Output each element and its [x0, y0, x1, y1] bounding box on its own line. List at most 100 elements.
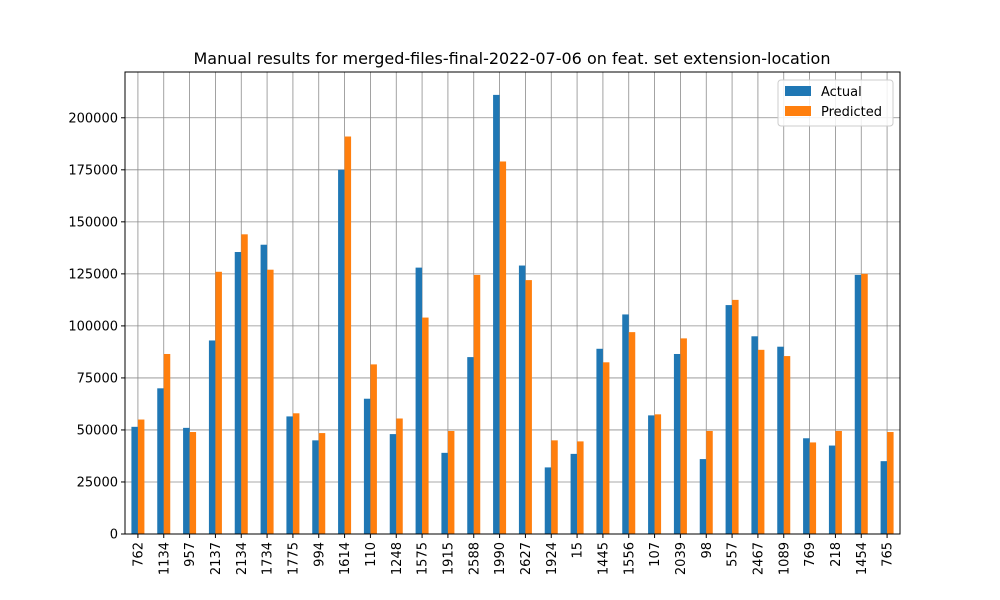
bar-predicted-110: [370, 364, 377, 534]
bar-predicted-769: [809, 442, 817, 534]
bar-predicted-762: [137, 419, 145, 534]
x-axis: 762 1134 957 2137 2134 1734 1775 994 1614 110 1248…: [131, 534, 896, 575]
chart-title: Manual results for merged-files-final-20…: [194, 49, 831, 68]
x-tick-label: 2137: [209, 542, 224, 575]
x-tick-label: 1924: [545, 542, 560, 575]
bar-predicted-107: [654, 414, 662, 534]
legend-swatch-actual: [785, 86, 811, 96]
x-tick-label: 1614: [338, 542, 353, 575]
y-tick-label: 125000: [68, 267, 118, 282]
bar-actual-2134: [234, 252, 242, 534]
y-tick-label: 175000: [68, 163, 118, 178]
bar-actual-769: [803, 438, 810, 534]
bar-predicted-1775: [292, 413, 300, 534]
y-tick-label: 25000: [77, 475, 118, 490]
bar-actual-1775: [286, 416, 293, 534]
bar-actual-1248: [389, 434, 397, 534]
bar-predicted-1990: [499, 161, 507, 534]
bar-predicted-1575: [422, 317, 429, 534]
x-tick-label: 2134: [235, 542, 250, 575]
y-axis: 0 25000 50000 75000 100000 125000 150000 175000…: [68, 111, 125, 543]
x-tick-label: 1248: [390, 542, 405, 575]
bar-predicted-1089: [783, 356, 791, 534]
bar-actual-2137: [208, 340, 216, 534]
bar-actual-1575: [415, 267, 423, 534]
plot-frame: [124, 71, 901, 535]
x-tick-label: 107: [648, 542, 663, 567]
bar-actual-1734: [260, 244, 268, 534]
bar-actual-110: [363, 398, 371, 534]
x-tick-label: 1134: [157, 542, 172, 575]
y-tick-label: 150000: [68, 215, 118, 230]
legend-label-actual: Actual: [821, 85, 862, 100]
x-tick-label: 765: [881, 542, 896, 567]
bar-actual-1454: [854, 274, 862, 534]
bar-predicted-994: [318, 433, 326, 534]
x-tick-label: 15: [571, 542, 586, 559]
bar-predicted-957: [189, 432, 197, 534]
bar-actual-2467: [751, 336, 758, 534]
bar-actual-1924: [544, 467, 552, 534]
bar-actual-218: [828, 445, 836, 534]
bar-predicted-2134: [241, 234, 248, 534]
x-tick-label: 1575: [416, 542, 431, 575]
bar-predicted-1915: [447, 430, 455, 534]
x-tick-label: 957: [183, 542, 198, 567]
bar-predicted-1734: [267, 269, 274, 534]
bar-actual-98: [699, 459, 707, 534]
bar-predicted-2137: [215, 271, 222, 534]
bar-predicted-2588: [473, 274, 481, 534]
bar-predicted-1556: [628, 332, 636, 534]
y-tick-label: 75000: [77, 371, 118, 386]
x-tick-label: 762: [131, 542, 146, 567]
bar-predicted-2467: [757, 349, 765, 534]
x-tick-label: 1775: [286, 542, 301, 575]
x-tick-label: 1990: [493, 542, 508, 575]
bar-predicted-15: [577, 441, 584, 534]
bar-predicted-1924: [551, 440, 558, 534]
bar-actual-107: [648, 415, 655, 534]
bar-actual-957: [183, 427, 190, 534]
x-tick-label: 2627: [519, 542, 534, 575]
bar-actual-557: [725, 305, 733, 534]
bar-actual-2039: [673, 353, 681, 534]
bar-actual-762: [131, 426, 138, 534]
x-tick-label: 557: [726, 542, 741, 567]
x-tick-label: 2588: [467, 542, 482, 575]
bars-layer: [131, 94, 894, 535]
legend-swatch-predicted: [785, 106, 811, 116]
y-tick-label: 200000: [68, 111, 118, 126]
bar-predicted-2627: [525, 280, 532, 534]
bar-predicted-2039: [680, 338, 687, 534]
bar-predicted-765: [887, 432, 894, 534]
x-tick-label: 1445: [596, 542, 611, 575]
bar-actual-1134: [157, 388, 164, 534]
bar-actual-2627: [518, 265, 526, 534]
x-tick-label: 1734: [261, 542, 276, 575]
legend-label-predicted: Predicted: [821, 105, 882, 120]
bar-predicted-218: [835, 430, 842, 534]
y-tick-label: 0: [110, 528, 118, 543]
bar-predicted-557: [732, 299, 739, 534]
x-tick-label: 769: [803, 542, 818, 567]
x-tick-label: 1454: [855, 542, 870, 575]
x-tick-label: 110: [364, 542, 379, 567]
bar-actual-1990: [493, 94, 500, 534]
x-tick-label: 218: [829, 542, 844, 567]
y-tick-label: 50000: [77, 423, 118, 438]
bar-actual-1915: [441, 452, 448, 534]
x-tick-label: 2467: [751, 542, 766, 575]
bar-actual-1089: [777, 346, 784, 534]
x-tick-label: 1089: [777, 542, 792, 575]
bar-actual-2588: [467, 357, 474, 534]
bar-actual-765: [880, 461, 888, 534]
bar-actual-1614: [338, 169, 345, 535]
bar-predicted-1134: [163, 353, 171, 534]
bar-predicted-1248: [396, 418, 403, 534]
x-tick-label: 994: [312, 542, 327, 567]
bar-actual-15: [570, 453, 578, 534]
x-tick-label: 2039: [674, 542, 689, 575]
bar-actual-994: [312, 440, 319, 534]
